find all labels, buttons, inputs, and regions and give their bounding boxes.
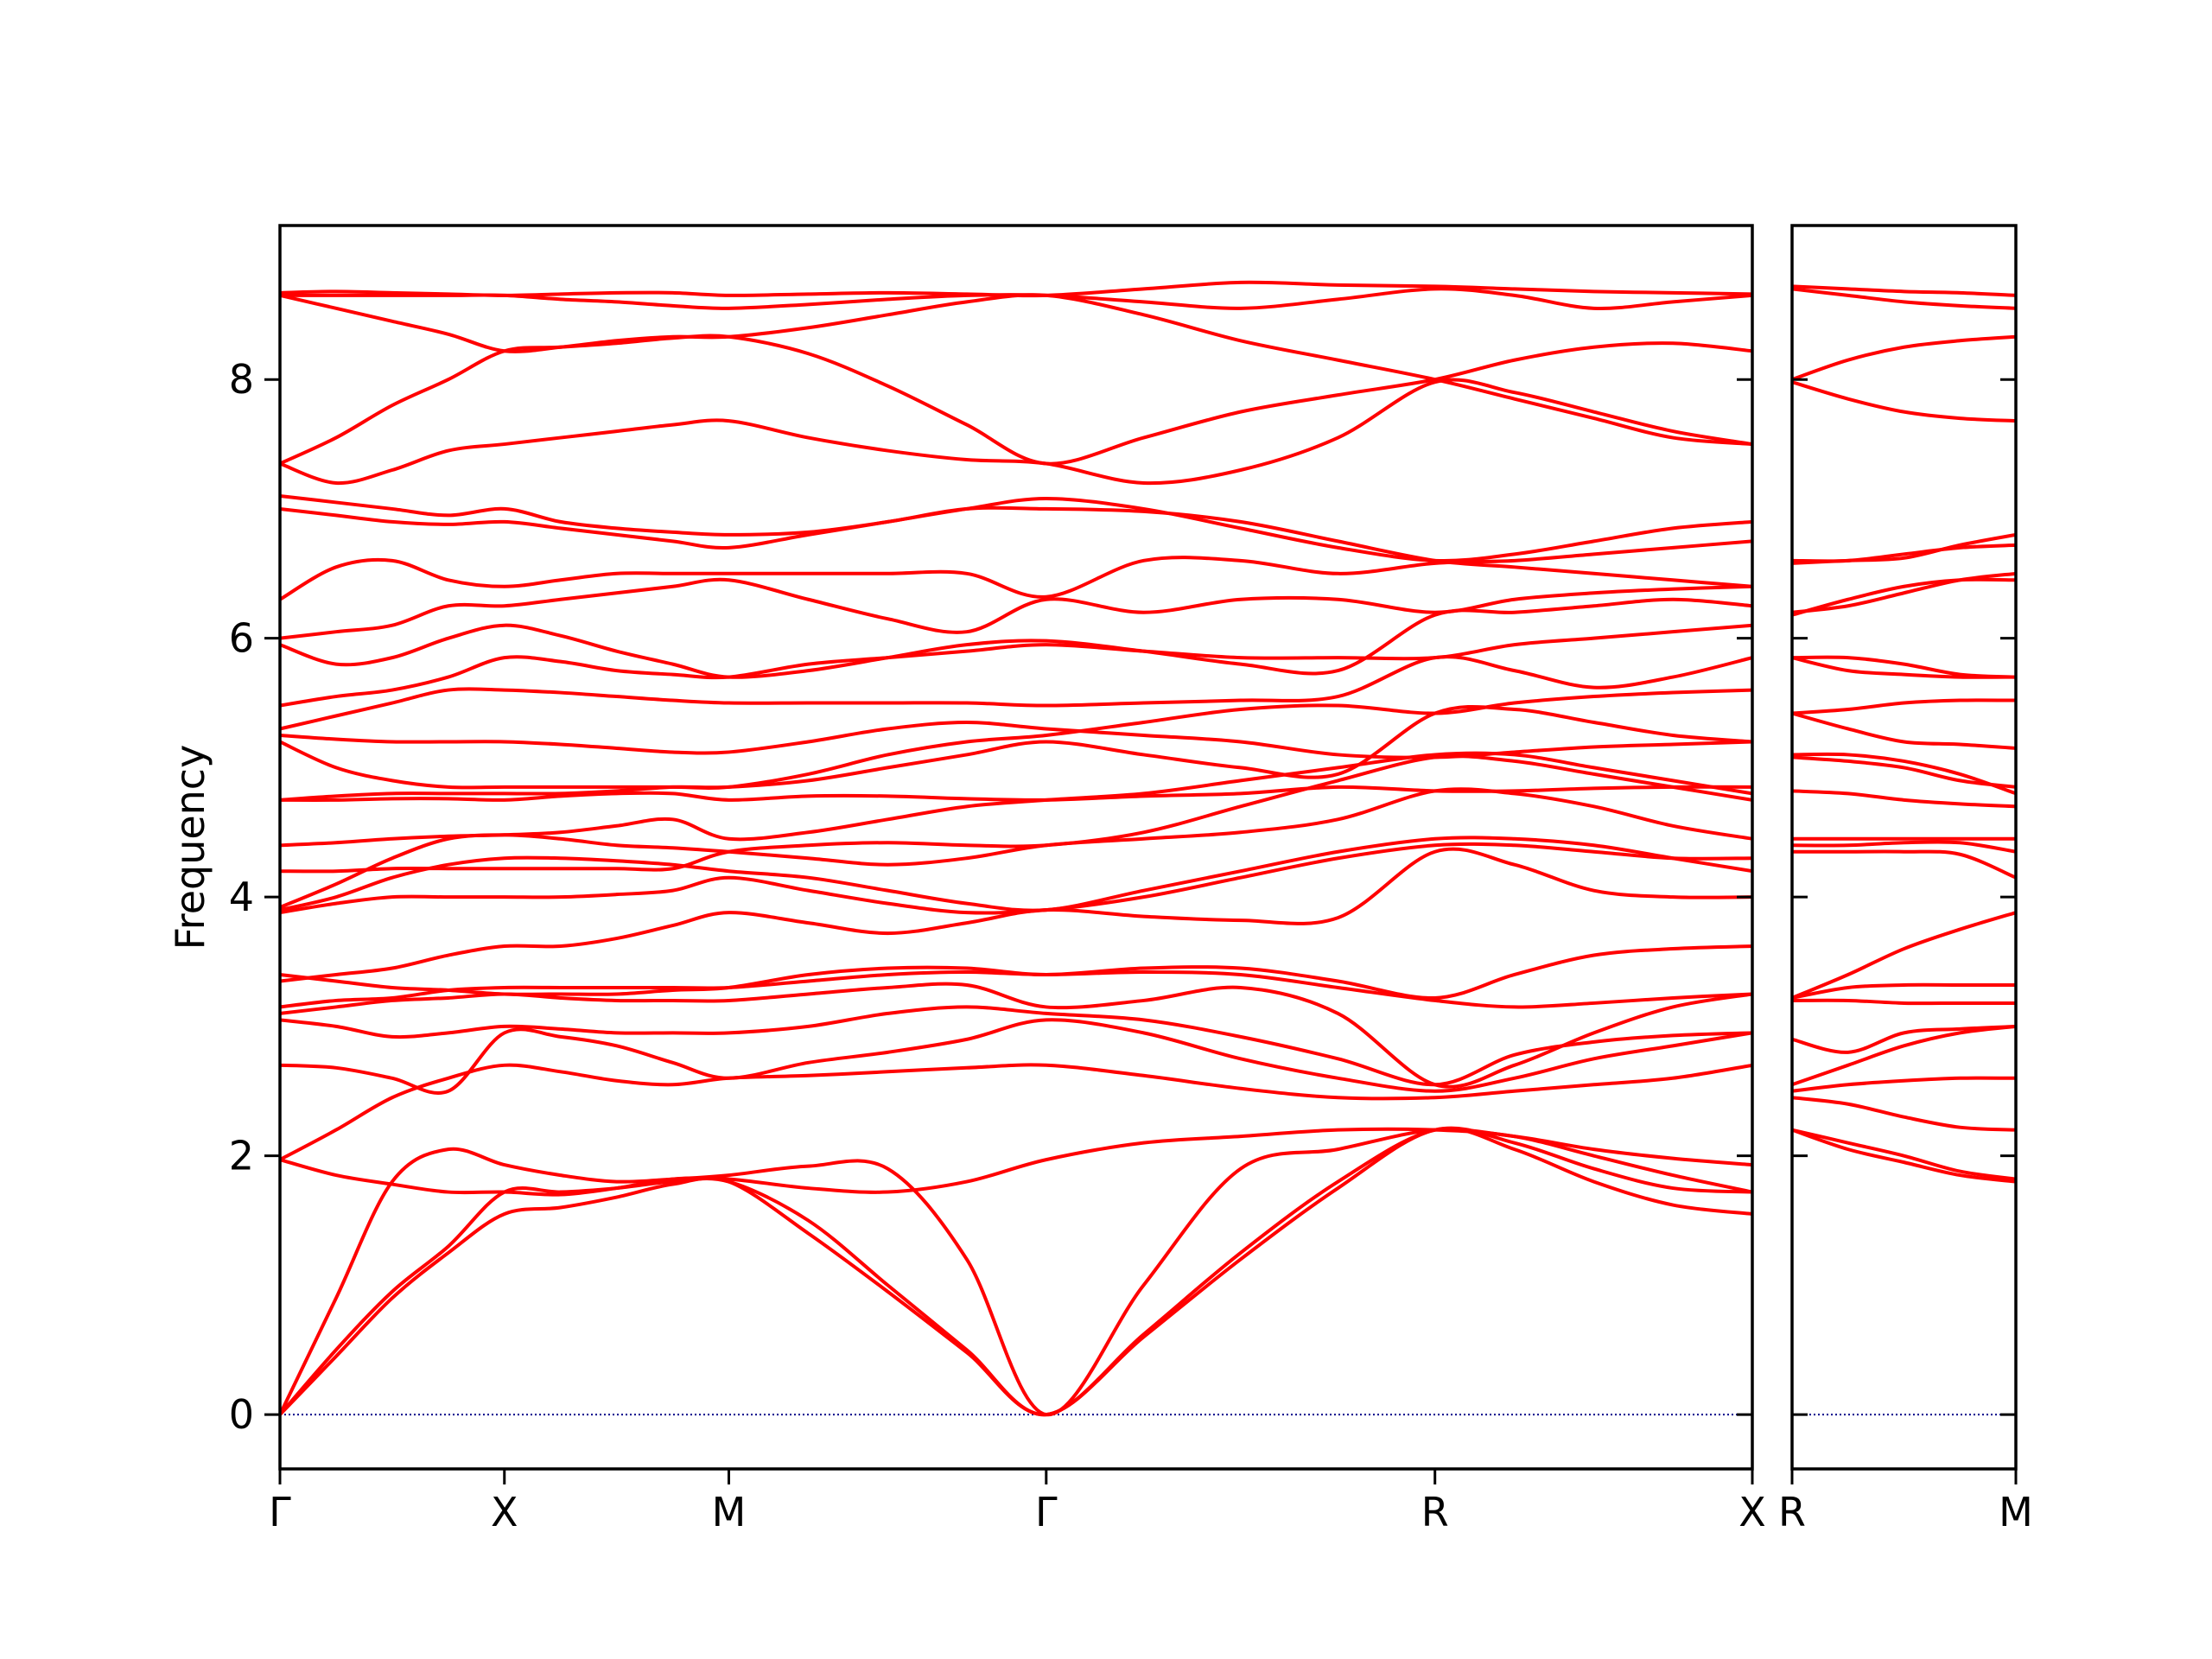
band-line bbox=[1792, 711, 2016, 750]
band-line bbox=[1792, 998, 2016, 1006]
band-line bbox=[1792, 1024, 2016, 1054]
band-line bbox=[280, 623, 1752, 708]
band-line bbox=[280, 704, 1752, 802]
bands bbox=[280, 280, 1752, 1417]
band-line bbox=[280, 334, 1752, 466]
band-line bbox=[1792, 755, 2016, 789]
x-tick-label: X bbox=[491, 1489, 518, 1535]
band-line bbox=[1792, 1076, 2016, 1093]
band-line bbox=[1792, 532, 2016, 565]
band-line bbox=[280, 1127, 1752, 1417]
band-line bbox=[280, 655, 1752, 731]
band-line bbox=[1792, 380, 2016, 423]
bands bbox=[1792, 284, 2016, 1184]
band-line bbox=[1792, 911, 2016, 1000]
y-axis-label: Frequency bbox=[167, 745, 213, 950]
band-line bbox=[280, 597, 1752, 679]
y-tick-label: 4 bbox=[229, 874, 254, 920]
band-line bbox=[280, 1063, 1752, 1161]
band-line bbox=[280, 721, 1752, 760]
band-line bbox=[280, 378, 1752, 486]
band-line bbox=[280, 293, 1752, 447]
band-line bbox=[280, 944, 1752, 1000]
band-line bbox=[280, 836, 1752, 912]
band-line bbox=[1792, 849, 2016, 880]
band-line bbox=[1792, 1096, 2016, 1132]
band-line bbox=[1792, 284, 2016, 297]
band-line bbox=[280, 493, 1752, 588]
plot-frame bbox=[1790, 224, 2018, 1471]
band-line bbox=[280, 842, 1752, 915]
band-line bbox=[1792, 571, 2016, 614]
x-tick-label: R bbox=[1778, 1489, 1806, 1535]
band-line bbox=[1792, 334, 2016, 382]
band-line bbox=[280, 1128, 1752, 1417]
band-line bbox=[280, 970, 1752, 1009]
band-line bbox=[280, 287, 1752, 310]
band-line bbox=[280, 1005, 1752, 1087]
band-line bbox=[1792, 752, 2016, 796]
x-tick-label: M bbox=[712, 1489, 747, 1535]
band-line bbox=[1792, 789, 2016, 809]
x-tick-label: Γ bbox=[1035, 1489, 1058, 1535]
y-tick-label: 8 bbox=[229, 356, 254, 403]
band-line bbox=[1792, 1024, 2016, 1087]
band-line bbox=[1792, 1128, 2016, 1181]
band-line bbox=[1792, 982, 2016, 1000]
band-line bbox=[280, 1127, 1752, 1197]
x-tick-label: X bbox=[1738, 1489, 1766, 1535]
band-line bbox=[1792, 656, 2016, 679]
band-line bbox=[280, 982, 1752, 1089]
x-tick-label: Γ bbox=[269, 1489, 291, 1535]
band-line bbox=[1792, 287, 2016, 310]
x-tick-label: R bbox=[1421, 1489, 1449, 1535]
band-line bbox=[1792, 698, 2016, 715]
band-line bbox=[1792, 543, 2016, 563]
band-line bbox=[1792, 840, 2016, 854]
band-line bbox=[280, 688, 1752, 790]
band-line bbox=[280, 785, 1752, 802]
band-line bbox=[1792, 577, 2016, 617]
y-tick-label: 0 bbox=[229, 1391, 254, 1438]
x-tick-label: M bbox=[1999, 1489, 2033, 1535]
plot-frame bbox=[278, 224, 1754, 1471]
band-line bbox=[280, 847, 1752, 983]
band-line bbox=[280, 1018, 1752, 1095]
band-line bbox=[280, 754, 1752, 874]
band-line bbox=[280, 280, 1752, 298]
band-line bbox=[280, 1126, 1752, 1417]
y-tick-label: 6 bbox=[229, 615, 254, 662]
band-line bbox=[280, 787, 1752, 909]
y-tick-label: 2 bbox=[229, 1133, 254, 1179]
band-line bbox=[280, 577, 1752, 640]
band-line bbox=[280, 539, 1752, 601]
band-line bbox=[1792, 1128, 2016, 1184]
